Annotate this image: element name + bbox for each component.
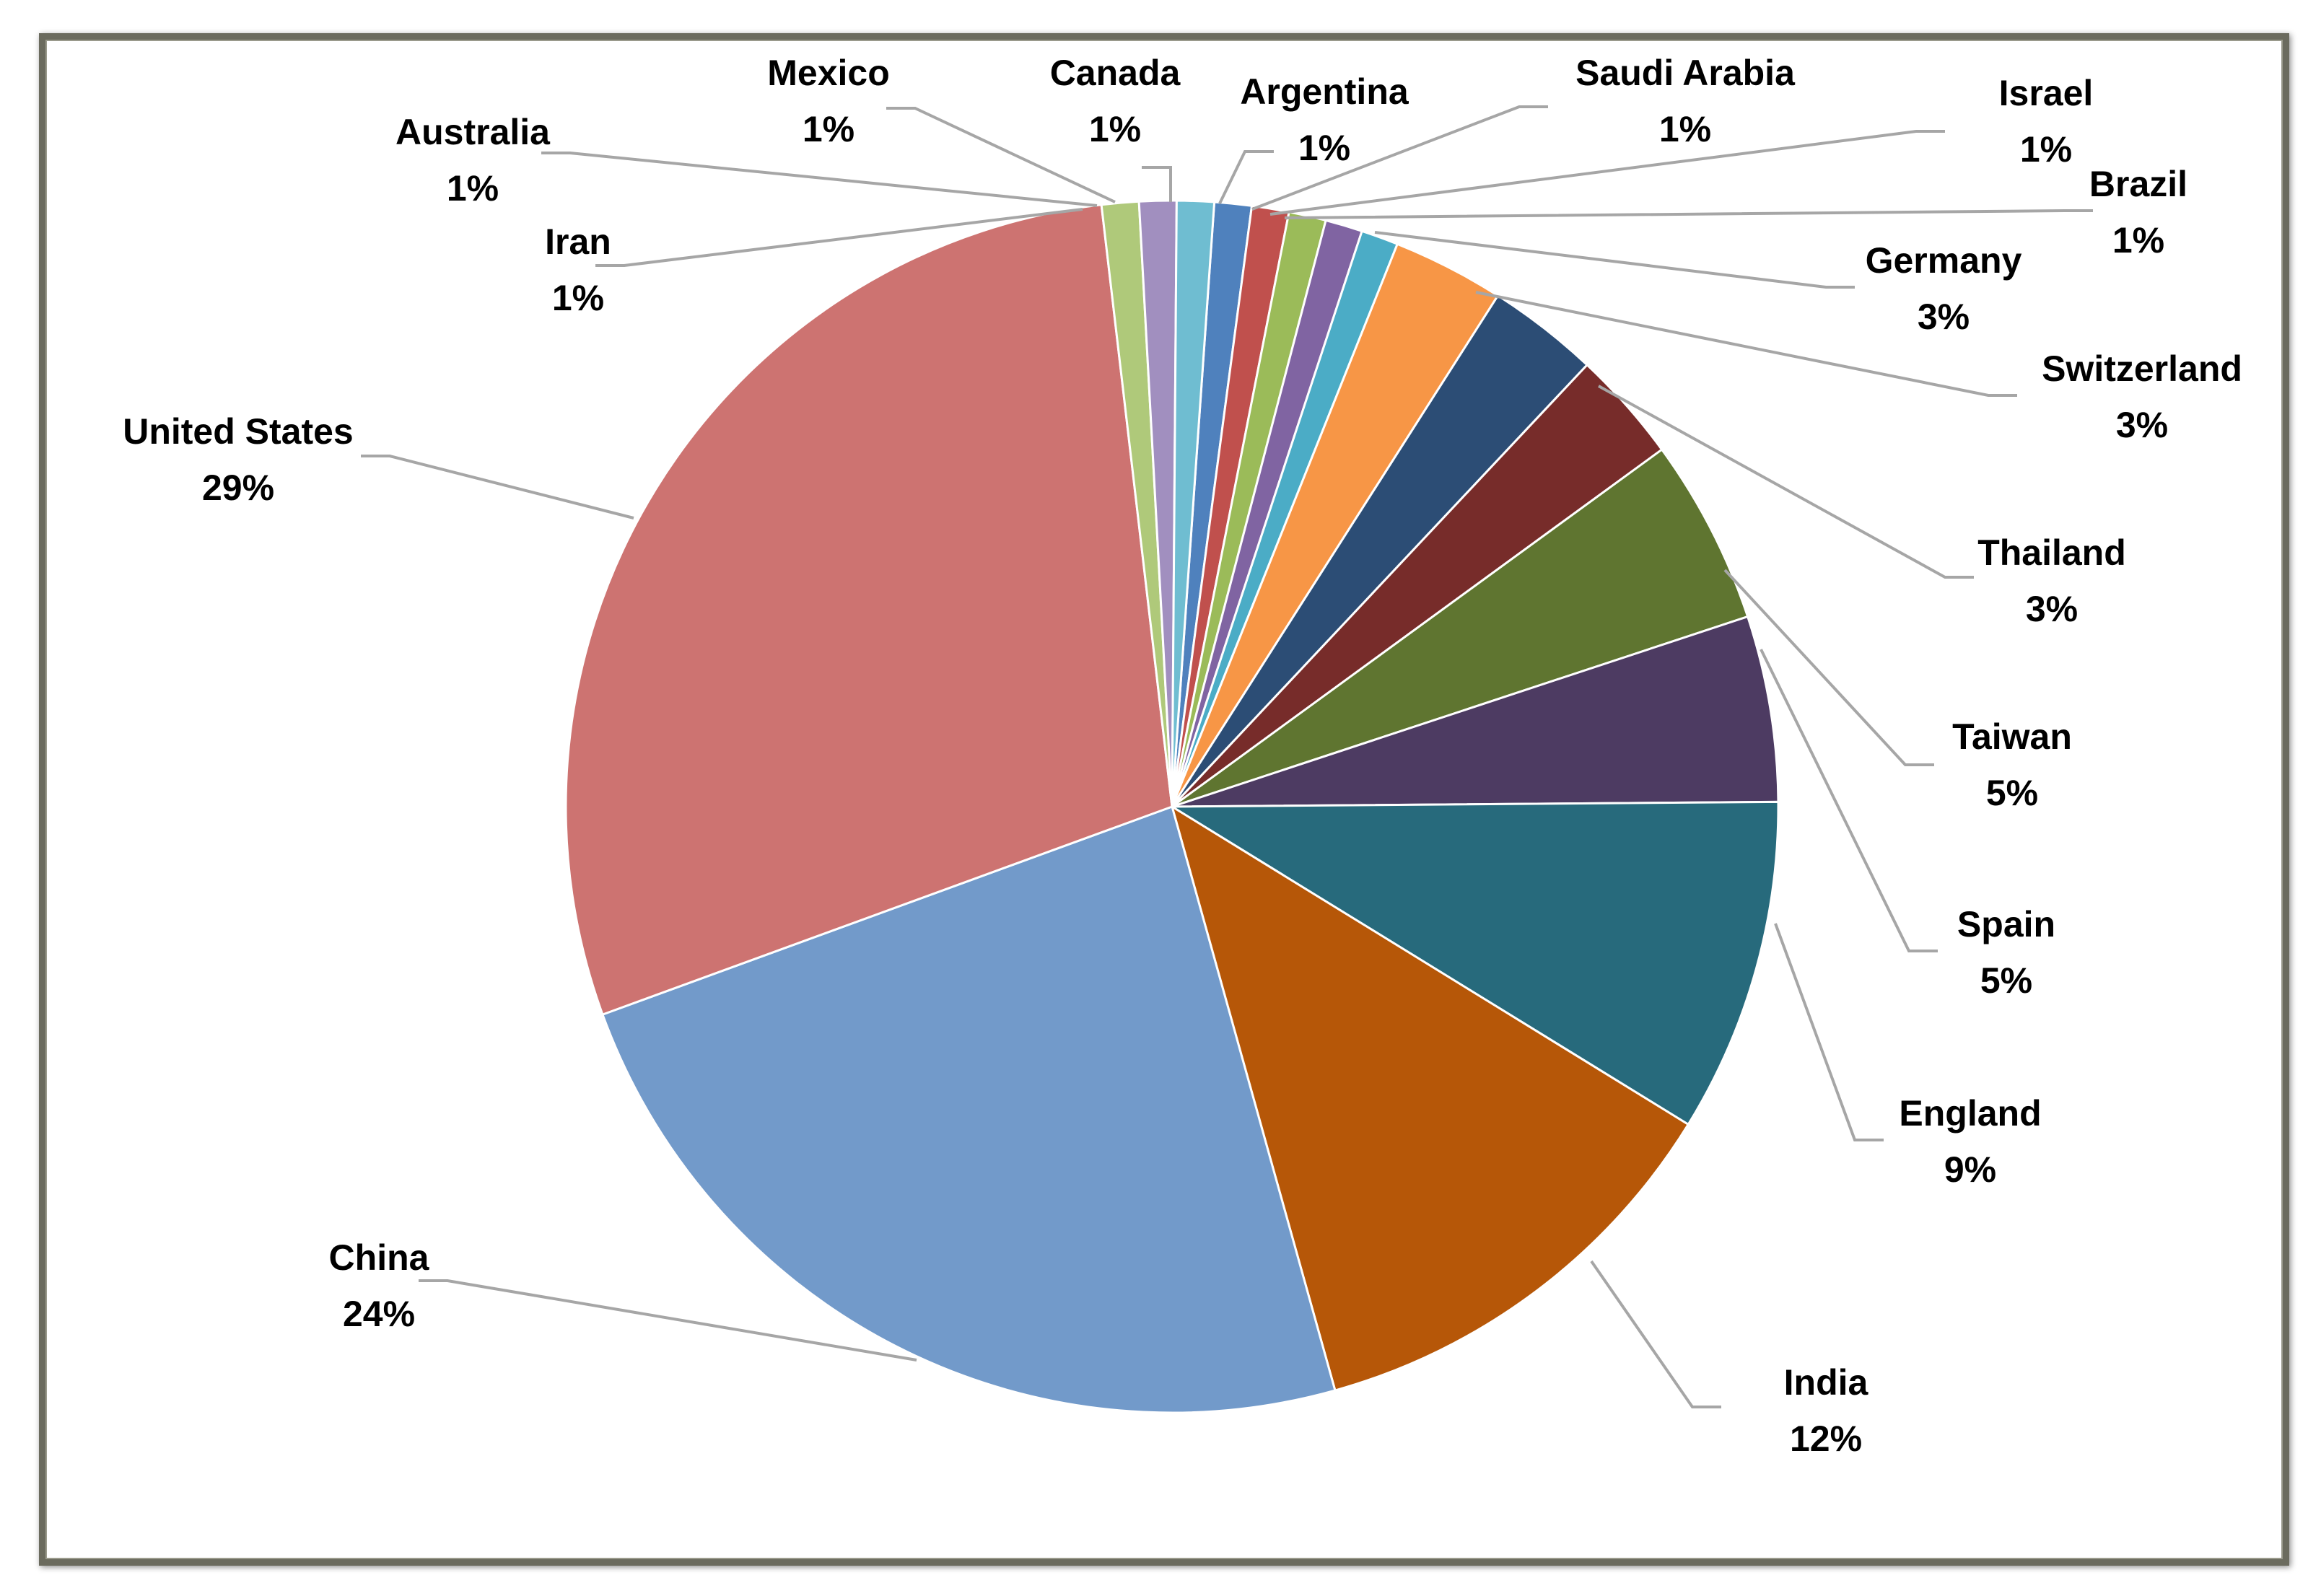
leader-line-argentina xyxy=(1218,150,1274,204)
pie-slice-china xyxy=(601,805,1337,1414)
pie-slice-taiwan xyxy=(1171,447,1749,808)
pie-slice-england xyxy=(1168,800,1780,1126)
slice-value-iran: 1% xyxy=(552,278,604,318)
slice-label-israel: Israel xyxy=(1999,73,2094,113)
pie-slice-spain xyxy=(1171,615,1780,808)
leader-line-spain xyxy=(1760,649,1938,952)
leader-line-mexico xyxy=(886,107,1116,203)
pie-slice-india xyxy=(1170,804,1690,1392)
leader-line-taiwan xyxy=(1723,569,1934,766)
slice-label-canada: Canada xyxy=(1050,53,1181,93)
slice-label-china: China xyxy=(329,1237,430,1278)
slice-value-taiwan: 5% xyxy=(1986,773,2038,813)
slice-value-canada: 1% xyxy=(1089,109,1141,149)
slice-label-germany: Germany xyxy=(1866,240,2022,281)
leader-line-england xyxy=(1774,923,1884,1141)
slice-value-india: 12% xyxy=(1790,1419,1862,1459)
leader-line-brazil xyxy=(1284,209,2093,219)
slice-value-mexico: 1% xyxy=(803,109,854,149)
slice-value-switzerland: 3% xyxy=(2116,405,2168,445)
slice-label-brazil: Brazil xyxy=(2089,164,2187,204)
leader-line-united-states xyxy=(361,455,634,519)
leader-line-china xyxy=(419,1279,917,1362)
slice-value-england: 9% xyxy=(1944,1149,1996,1190)
slice-value-united-states: 29% xyxy=(202,468,274,508)
slice-value-australia: 1% xyxy=(447,168,499,209)
pie-slice-mexico xyxy=(1171,199,1216,807)
leader-line-india xyxy=(1590,1260,1721,1408)
slice-value-spain: 5% xyxy=(1980,960,2032,1001)
leader-line-australia xyxy=(541,152,1098,207)
slice-value-china: 24% xyxy=(343,1294,415,1334)
slice-value-thailand: 3% xyxy=(2026,589,2078,629)
leader-line-saudi-arabia xyxy=(1251,105,1548,211)
slice-label-australia: Australia xyxy=(395,112,551,152)
slice-value-argentina: 1% xyxy=(1298,128,1350,168)
leader-line-canada xyxy=(1142,166,1172,202)
slice-label-united-states: United States xyxy=(123,411,354,452)
slice-label-india: India xyxy=(1784,1362,1869,1403)
slice-label-iran: Iran xyxy=(545,222,611,262)
slice-label-taiwan: Taiwan xyxy=(1952,716,2072,757)
leader-line-germany xyxy=(1374,231,1855,289)
slice-value-germany: 3% xyxy=(1918,297,1970,337)
slice-label-mexico: Mexico xyxy=(767,53,890,93)
slice-label-thailand: Thailand xyxy=(1977,532,2126,573)
slice-label-spain: Spain xyxy=(1957,904,2055,944)
leader-line-israel xyxy=(1269,130,1945,216)
slice-value-israel: 1% xyxy=(2020,129,2072,170)
slice-label-england: England xyxy=(1899,1093,2041,1134)
leader-line-switzerland xyxy=(1475,291,2017,397)
slice-label-switzerland: Switzerland xyxy=(2042,348,2242,389)
pie-slice-united-states xyxy=(564,203,1173,1017)
slice-label-argentina: Argentina xyxy=(1240,71,1409,112)
leader-line-thailand xyxy=(1598,385,1974,579)
slice-value-brazil: 1% xyxy=(2112,220,2164,260)
leader-line-iran xyxy=(595,208,1083,267)
slice-label-saudi-arabia: Saudi Arabia xyxy=(1575,53,1796,93)
slice-value-saudi-arabia: 1% xyxy=(1659,109,1711,149)
